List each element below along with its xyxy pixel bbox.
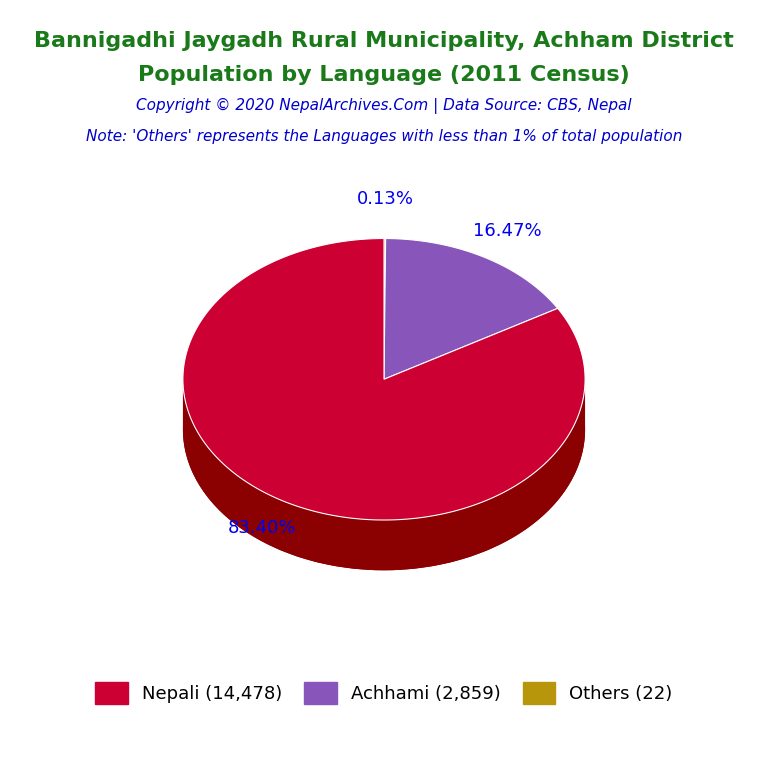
Text: 0.13%: 0.13% bbox=[356, 190, 413, 208]
Polygon shape bbox=[183, 377, 585, 571]
Text: 83.40%: 83.40% bbox=[227, 519, 296, 537]
Text: Note: 'Others' represents the Languages with less than 1% of total population: Note: 'Others' represents the Languages … bbox=[86, 129, 682, 144]
Text: 16.47%: 16.47% bbox=[473, 222, 541, 240]
Text: Bannigadhi Jaygadh Rural Municipality, Achham District: Bannigadhi Jaygadh Rural Municipality, A… bbox=[34, 31, 734, 51]
Polygon shape bbox=[384, 239, 558, 379]
Text: Copyright © 2020 NepalArchives.Com | Data Source: CBS, Nepal: Copyright © 2020 NepalArchives.Com | Dat… bbox=[136, 98, 632, 114]
Text: Population by Language (2011 Census): Population by Language (2011 Census) bbox=[138, 65, 630, 85]
Polygon shape bbox=[183, 239, 585, 520]
Legend: Nepali (14,478), Achhami (2,859), Others (22): Nepali (14,478), Achhami (2,859), Others… bbox=[88, 674, 680, 711]
Polygon shape bbox=[384, 239, 386, 379]
Ellipse shape bbox=[183, 289, 585, 571]
